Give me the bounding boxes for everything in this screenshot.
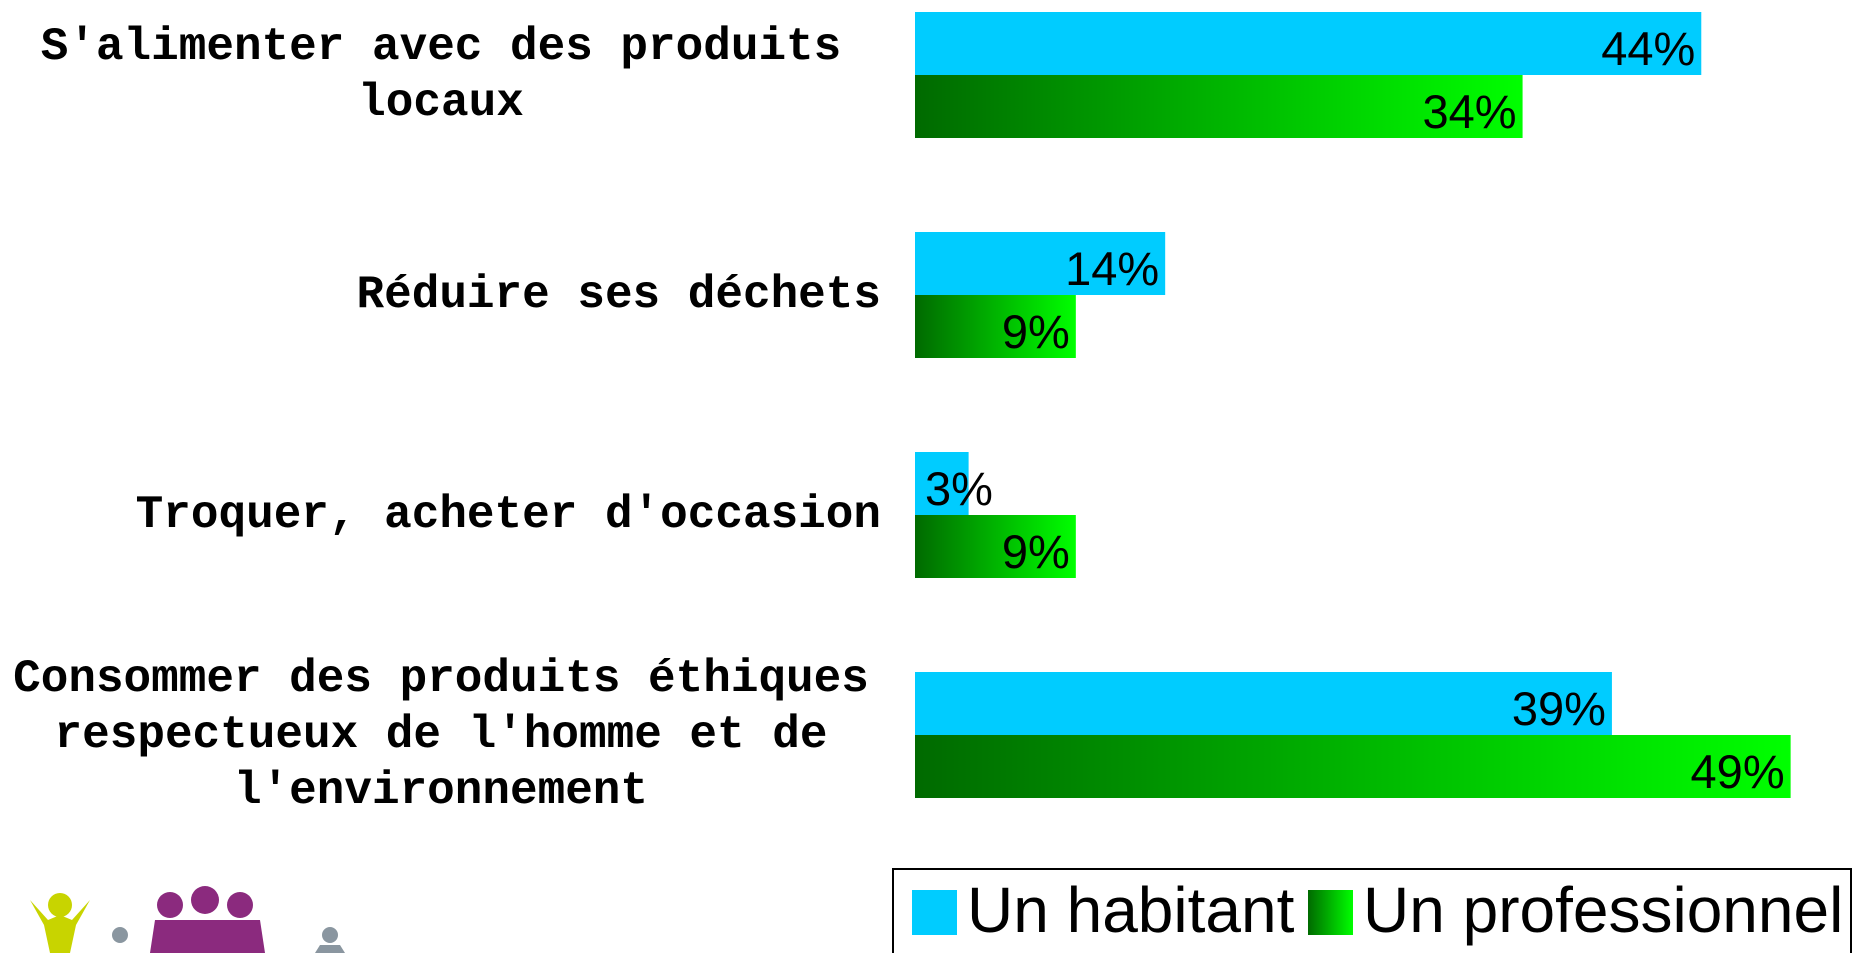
bar — [915, 672, 1612, 735]
bar — [915, 452, 969, 515]
value-label: 49% — [1691, 745, 1785, 798]
legend-swatch — [1308, 890, 1353, 935]
bar — [915, 295, 1076, 358]
legend-swatch — [912, 890, 957, 935]
category-label: S'alimenter avec des produits locaux — [40, 21, 842, 129]
legend-box — [892, 868, 1852, 953]
value-label: 3% — [925, 462, 993, 515]
category-label-box: S'alimenter avec des produits locaux — [0, 0, 881, 185]
value-label: 9% — [1002, 305, 1070, 358]
value-label: 34% — [1423, 85, 1517, 138]
value-label: 39% — [1512, 682, 1606, 735]
category-label: Réduire ses déchets — [356, 269, 882, 321]
logo — [30, 886, 345, 953]
value-label: 14% — [1065, 242, 1159, 295]
bar — [915, 515, 1076, 578]
category-label: Consommer des produits éthiques respectu… — [13, 653, 869, 817]
category-label-box: Réduire ses déchets — [0, 185, 882, 405]
category-label-box: Consommer des produits éthiques respectu… — [0, 625, 881, 845]
legend-label: Un professionnel — [1363, 874, 1843, 946]
bar — [915, 735, 1791, 798]
value-label: 44% — [1601, 22, 1695, 75]
value-label: 9% — [1002, 525, 1070, 578]
category-label: Troquer, acheter d'occasion — [135, 489, 881, 541]
legend-label: Un habitant — [967, 874, 1295, 946]
bar — [915, 12, 1702, 75]
bar — [915, 232, 1166, 295]
bar — [915, 75, 1523, 138]
category-label-box: Troquer, acheter d'occasion — [0, 405, 881, 625]
